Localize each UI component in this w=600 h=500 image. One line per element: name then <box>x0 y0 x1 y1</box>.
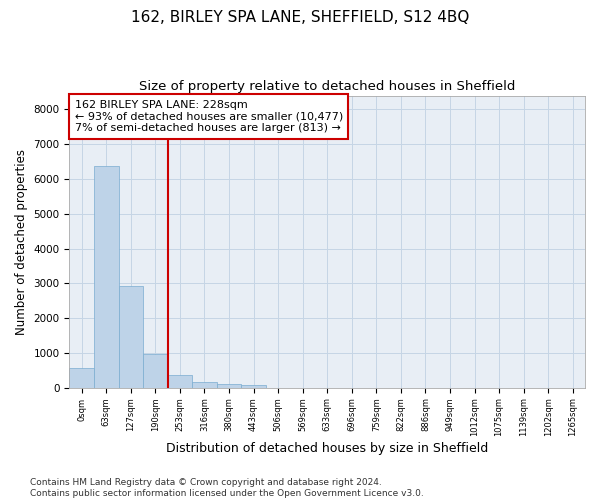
Bar <box>192 382 217 388</box>
Bar <box>217 384 241 388</box>
Text: Contains HM Land Registry data © Crown copyright and database right 2024.
Contai: Contains HM Land Registry data © Crown c… <box>30 478 424 498</box>
Text: 162 BIRLEY SPA LANE: 228sqm
← 93% of detached houses are smaller (10,477)
7% of : 162 BIRLEY SPA LANE: 228sqm ← 93% of det… <box>74 100 343 133</box>
X-axis label: Distribution of detached houses by size in Sheffield: Distribution of detached houses by size … <box>166 442 488 455</box>
Bar <box>241 385 266 388</box>
Text: 162, BIRLEY SPA LANE, SHEFFIELD, S12 4BQ: 162, BIRLEY SPA LANE, SHEFFIELD, S12 4BQ <box>131 10 469 25</box>
Bar <box>167 375 192 388</box>
Title: Size of property relative to detached houses in Sheffield: Size of property relative to detached ho… <box>139 80 515 93</box>
Bar <box>70 368 94 388</box>
Bar <box>94 166 119 388</box>
Bar <box>119 286 143 388</box>
Bar <box>143 354 167 388</box>
Y-axis label: Number of detached properties: Number of detached properties <box>15 148 28 334</box>
